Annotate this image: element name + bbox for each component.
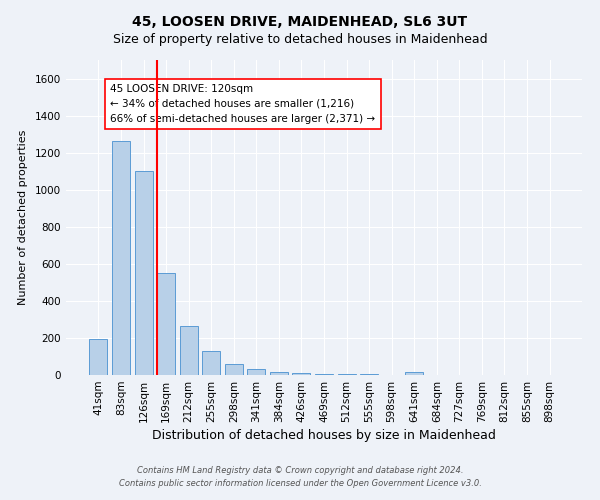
Bar bbox=[89, 339, 107, 375]
Text: 45, LOOSEN DRIVE, MAIDENHEAD, SL6 3UT: 45, LOOSEN DRIVE, MAIDENHEAD, SL6 3UT bbox=[133, 15, 467, 29]
Text: 45 LOOSEN DRIVE: 120sqm
← 34% of detached houses are smaller (1,216)
66% of semi: 45 LOOSEN DRIVE: 120sqm ← 34% of detache… bbox=[110, 84, 376, 124]
Bar bbox=[270, 372, 288, 375]
Bar bbox=[315, 374, 333, 375]
X-axis label: Distribution of detached houses by size in Maidenhead: Distribution of detached houses by size … bbox=[152, 429, 496, 442]
Bar bbox=[338, 374, 356, 375]
Text: Size of property relative to detached houses in Maidenhead: Size of property relative to detached ho… bbox=[113, 32, 487, 46]
Bar bbox=[225, 364, 243, 375]
Bar bbox=[292, 373, 310, 375]
Bar bbox=[134, 171, 152, 375]
Text: Contains HM Land Registry data © Crown copyright and database right 2024.
Contai: Contains HM Land Registry data © Crown c… bbox=[119, 466, 481, 487]
Bar bbox=[247, 368, 265, 375]
Bar bbox=[202, 351, 220, 375]
Bar bbox=[112, 140, 130, 375]
Bar bbox=[360, 374, 378, 375]
Y-axis label: Number of detached properties: Number of detached properties bbox=[18, 130, 28, 305]
Bar bbox=[179, 326, 198, 375]
Bar bbox=[157, 273, 175, 375]
Bar bbox=[405, 372, 423, 375]
